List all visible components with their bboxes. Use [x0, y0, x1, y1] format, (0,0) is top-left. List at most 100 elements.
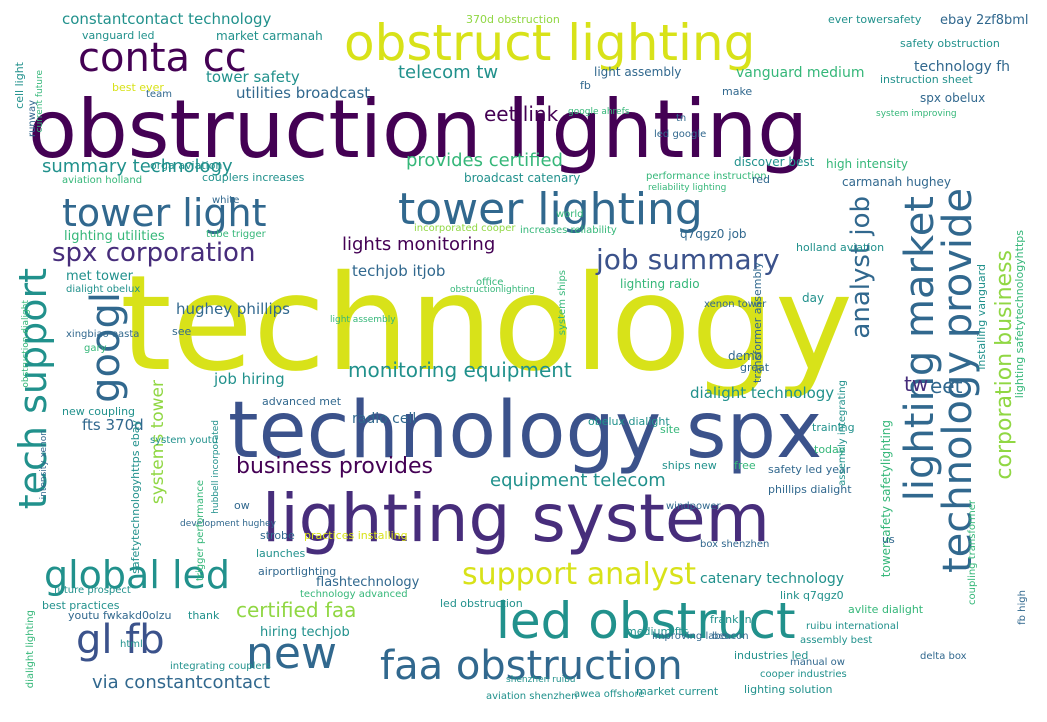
- word: fb high: [1017, 590, 1028, 625]
- word: avlite dialight: [848, 603, 924, 616]
- word: light assembly: [330, 315, 396, 325]
- word: office: [476, 277, 504, 288]
- word: box shenzhen: [700, 539, 770, 550]
- word: coupling transformer: [967, 500, 978, 606]
- word: technology spx: [228, 386, 823, 476]
- word: via constantcontact: [92, 672, 271, 693]
- word: ruibu international: [806, 621, 899, 632]
- word: cooper industries: [760, 669, 847, 680]
- word: html: [120, 639, 143, 650]
- word: orga aviation: [150, 159, 223, 172]
- word: lighting system: [262, 480, 770, 557]
- word: industries led: [734, 649, 809, 662]
- word: technology advanced: [300, 589, 408, 600]
- word: lighting radio: [620, 277, 700, 291]
- word: eet link: [484, 102, 559, 126]
- word: market current: [636, 685, 719, 698]
- word: q7qgz0 job: [680, 227, 747, 241]
- word: led obstruction: [440, 597, 523, 610]
- word: cell light: [13, 62, 26, 109]
- word: fb: [580, 79, 591, 92]
- word: ships new: [662, 459, 717, 472]
- word: phillips dialight: [768, 483, 852, 496]
- word: windpower: [666, 501, 721, 512]
- word: job hiring: [214, 370, 285, 388]
- word: obstruction lighting: [28, 83, 809, 176]
- word: airportlighting: [258, 565, 337, 578]
- word: 370d obstruction: [466, 13, 560, 26]
- word: hughey phillips: [176, 300, 290, 318]
- word: faa obstruction: [380, 643, 683, 689]
- word: practices installing: [304, 529, 408, 542]
- word: shenzhen ruibu: [506, 675, 576, 685]
- word: current future: [35, 70, 45, 133]
- word: hiring techjob: [260, 625, 350, 640]
- word: fts 370d: [82, 416, 144, 434]
- word: safety led year: [768, 463, 851, 476]
- word: lighting safetytechnologyhttps: [1013, 230, 1026, 399]
- word: provides certified: [406, 150, 563, 171]
- word: instruction sheet: [880, 73, 973, 86]
- word: free: [734, 459, 756, 472]
- word: best ever: [112, 81, 164, 94]
- word: installing vanguard: [975, 264, 988, 370]
- word: equipment telecom: [490, 470, 666, 491]
- word: make: [722, 85, 753, 98]
- word: broadcast catenary: [464, 171, 581, 185]
- word: utilities broadcast: [236, 84, 371, 102]
- word: gl fb: [76, 617, 165, 663]
- word: market carmanah: [216, 29, 323, 43]
- word: job summary: [596, 243, 780, 276]
- word: analyst job: [846, 196, 876, 339]
- word: tw: [904, 372, 929, 396]
- word: business provides: [236, 454, 433, 479]
- word: couplers increases: [202, 171, 305, 184]
- word: new: [246, 628, 337, 679]
- word: awea offshore: [574, 689, 645, 700]
- word: led google: [654, 129, 707, 140]
- word: light assembly: [594, 65, 682, 79]
- word: improving labe: [652, 631, 727, 642]
- word: led obstruct: [496, 592, 796, 650]
- word: intensity xenon: [39, 430, 49, 500]
- word: lighting market: [897, 196, 943, 502]
- word: world: [556, 209, 584, 220]
- word: advanced met: [262, 395, 342, 408]
- word: youtu fwkakd0olzu: [68, 609, 172, 622]
- word: hubbell incorporated: [211, 420, 221, 514]
- word: future prospect: [54, 585, 131, 596]
- word: gary: [84, 343, 107, 354]
- word: ever towersafety: [828, 13, 922, 26]
- word: google ahrefs: [568, 107, 630, 117]
- word: reliability lighting: [648, 183, 727, 193]
- word: conta cc: [78, 35, 247, 81]
- word: link q7qgz0: [780, 589, 844, 602]
- word: techjob itjob: [352, 262, 446, 280]
- word: system ships: [557, 270, 568, 336]
- word: performance instruction: [646, 171, 767, 182]
- word: tower light: [62, 191, 267, 235]
- word: carmanah hughey: [842, 175, 952, 189]
- word: obstructionlighting: [450, 285, 535, 295]
- word: day: [802, 291, 825, 305]
- word: dialight obelux: [66, 284, 141, 295]
- word: safety obstruction: [900, 37, 1000, 50]
- word: certified faa: [236, 598, 357, 622]
- word: white: [212, 195, 240, 206]
- word: towersafety safetylighting: [879, 420, 893, 578]
- word: summary technology: [42, 156, 233, 177]
- word: assembly integrating: [837, 380, 848, 486]
- word: new coupling: [62, 405, 136, 418]
- word: strobe: [260, 529, 295, 542]
- word: technology fh: [914, 59, 1010, 75]
- word: vanguard led: [82, 29, 155, 42]
- word: red: [752, 173, 771, 186]
- word: thank: [188, 609, 220, 622]
- word: tn: [676, 113, 687, 124]
- word: aviation holland: [62, 175, 143, 186]
- word: high intensity: [826, 157, 909, 171]
- word: team: [146, 89, 172, 100]
- word: ebay 2zf8bml: [940, 13, 1029, 28]
- word: franklin: [710, 613, 752, 626]
